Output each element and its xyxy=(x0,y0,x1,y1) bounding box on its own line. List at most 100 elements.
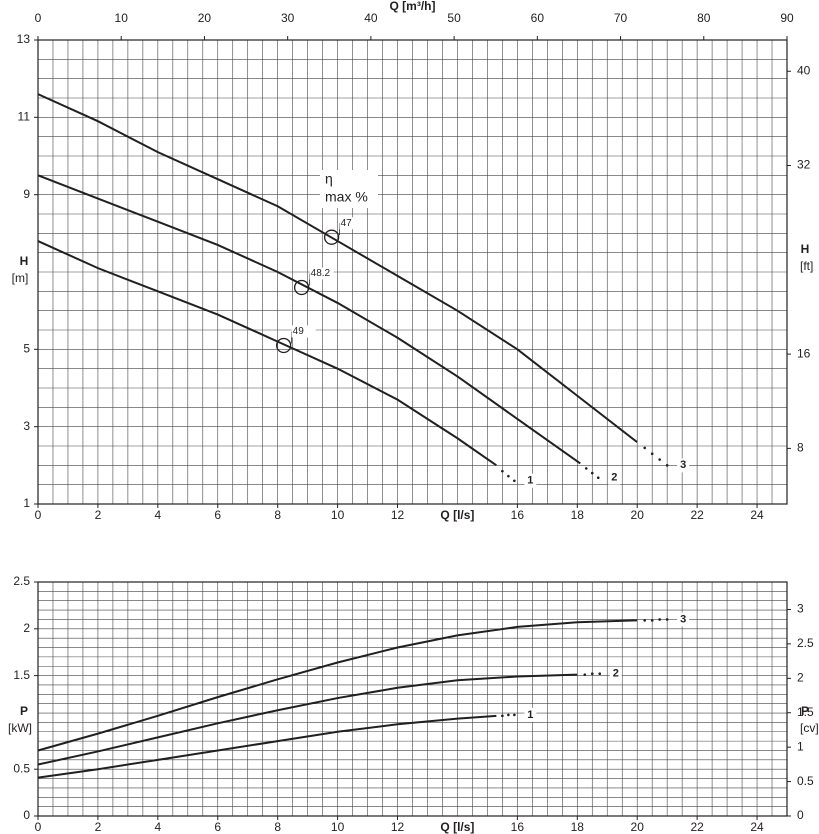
y-tick-label: 2 xyxy=(23,621,30,635)
y-axis-label: H xyxy=(20,254,29,268)
y2-axis-unit: [cv] xyxy=(800,721,819,735)
curve xyxy=(37,174,581,465)
curve-extension-dot xyxy=(665,464,669,467)
x2-tick-label: 30 xyxy=(281,11,295,25)
y2-axis-label: P xyxy=(801,704,809,718)
series-label: 1 xyxy=(527,475,533,487)
y-tick-label: 13 xyxy=(17,32,31,46)
efficiency-label: 48.2 xyxy=(311,268,331,279)
series-label-box xyxy=(677,458,690,473)
y-tick-label: 1.5 xyxy=(13,668,30,682)
x-tick-label: 16 xyxy=(511,508,525,522)
y-tick-label: 0.5 xyxy=(13,761,30,775)
curve-extension-dot xyxy=(665,618,669,621)
y-tick-label: 2.5 xyxy=(13,574,30,588)
x2-tick-label: 40 xyxy=(364,11,378,25)
curve xyxy=(37,714,497,779)
series-label: 3 xyxy=(680,459,686,471)
curve-extension-dot xyxy=(658,618,661,621)
y2-tick-label: 0.5 xyxy=(797,774,814,788)
curve-extension-dot xyxy=(584,467,588,470)
curve-extension-dot xyxy=(513,479,516,483)
x-tick-label: 0 xyxy=(35,508,42,522)
y2-tick-label: 32 xyxy=(797,158,811,172)
curve-extension-dot xyxy=(596,476,600,480)
x2-tick-label: 20 xyxy=(198,11,212,25)
efficiency-label-box xyxy=(291,325,316,338)
y-tick-label: 5 xyxy=(23,342,30,356)
y-tick-label: 11 xyxy=(18,110,31,124)
y2-tick-label: 3 xyxy=(797,602,804,616)
efficiency-marker xyxy=(276,337,292,354)
x-tick-label: 10 xyxy=(331,508,345,522)
efficiency-marker xyxy=(293,279,310,296)
x2-tick-label: 90 xyxy=(780,11,794,25)
series-label-box xyxy=(609,666,622,681)
x-tick-label: 6 xyxy=(214,820,221,834)
eta-label: max % xyxy=(325,189,368,205)
x-tick-label: 2 xyxy=(95,820,102,834)
series-label: 2 xyxy=(613,668,619,680)
curve-extension-dot xyxy=(590,672,594,676)
curve-extension-dot xyxy=(590,471,594,475)
x-axis-label: Q [l/s] xyxy=(440,508,474,522)
y-axis-unit: [m] xyxy=(12,271,29,285)
y2-tick-label: 40 xyxy=(797,63,811,77)
curve-extension-dot xyxy=(643,446,646,450)
efficiency-label-box xyxy=(309,267,334,280)
y-tick-label: 0 xyxy=(23,808,30,822)
x-tick-label: 24 xyxy=(750,508,764,522)
x-tick-label: 6 xyxy=(214,508,221,522)
curve-extension-dot xyxy=(598,672,602,676)
x-tick-label: 24 xyxy=(750,820,764,834)
x-tick-label: 4 xyxy=(154,820,161,834)
y-axis-label: P xyxy=(20,704,28,718)
curve-extension-dot xyxy=(658,458,661,461)
efficiency-label: 49 xyxy=(293,326,305,337)
y2-tick-label: 16 xyxy=(797,346,811,360)
x-tick-label: 16 xyxy=(511,820,525,834)
x-tick-label: 12 xyxy=(391,508,405,522)
x-tick-label: 20 xyxy=(631,508,645,522)
eta-label-box xyxy=(320,170,378,208)
y2-tick-label: 2.5 xyxy=(797,636,814,650)
y-tick-label: 3 xyxy=(23,419,30,433)
x-tick-label: 8 xyxy=(274,508,281,522)
plot-frame xyxy=(37,39,788,505)
y2-tick-label: 8 xyxy=(797,441,804,455)
y2-tick-label: 2 xyxy=(797,670,804,684)
curve-extension-dot xyxy=(507,474,510,478)
y-tick-label: 9 xyxy=(23,187,30,201)
curve-extension-dot xyxy=(643,619,646,622)
curve xyxy=(37,673,578,766)
x2-tick-label: 50 xyxy=(447,11,461,25)
efficiency-label: 47 xyxy=(341,218,353,229)
x-axis-label: Q [l/s] xyxy=(440,820,474,834)
curve-extension-dot xyxy=(501,714,504,718)
x-tick-label: 4 xyxy=(154,508,161,522)
curve-extension-dot xyxy=(507,713,510,717)
y-tick-label: 1 xyxy=(23,496,30,510)
curve-extension-dot xyxy=(650,619,654,622)
x-tick-label: 10 xyxy=(331,820,345,834)
x-tick-label: 12 xyxy=(391,820,405,834)
x-tick-label: 22 xyxy=(690,820,704,834)
x-tick-label: 22 xyxy=(690,508,704,522)
x-tick-label: 18 xyxy=(571,508,585,522)
efficiency-label-box xyxy=(339,217,364,230)
series-label-box xyxy=(524,707,537,722)
curve-extension-dot xyxy=(501,469,504,473)
x-tick-label: 20 xyxy=(631,820,645,834)
x2-tick-label: 10 xyxy=(115,11,129,25)
x-tick-label: 0 xyxy=(35,820,42,834)
x-tick-label: 8 xyxy=(274,820,281,834)
y2-tick-label: 0 xyxy=(797,808,804,822)
x2-tick-label: 60 xyxy=(531,11,545,25)
y2-axis-unit: [ft] xyxy=(800,259,813,273)
curve-extension-dot xyxy=(583,673,587,676)
curve xyxy=(37,619,638,752)
efficiency-marker xyxy=(323,229,340,245)
y2-tick-label: 1 xyxy=(797,739,804,753)
series-label-box xyxy=(677,612,690,627)
